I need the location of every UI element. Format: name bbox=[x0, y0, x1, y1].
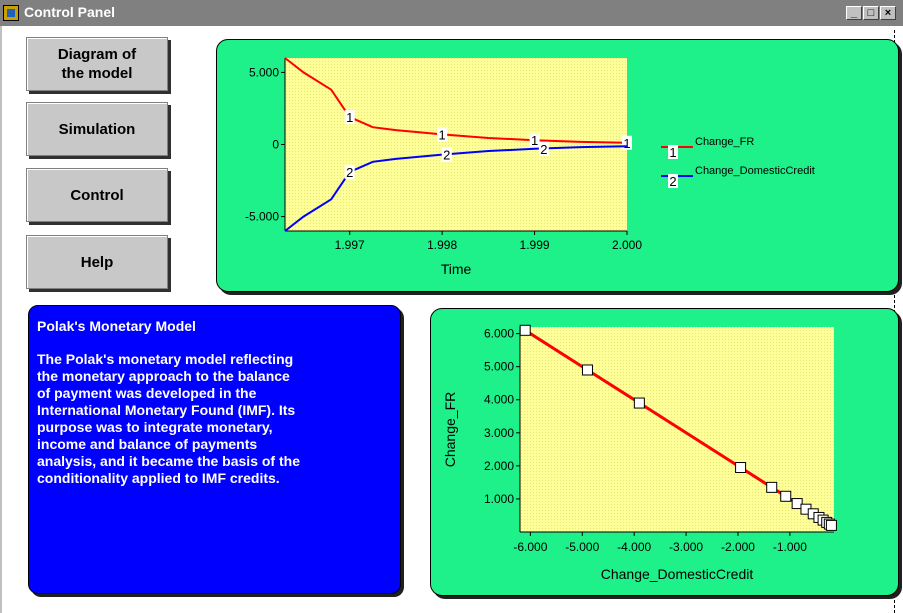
y-tick-label: 6.000 bbox=[484, 327, 514, 341]
title-bar: Control Panel _ □ × bbox=[0, 0, 903, 26]
help-button[interactable]: Help bbox=[26, 235, 168, 289]
y-tick-label: 4.000 bbox=[484, 393, 514, 407]
scatter-point bbox=[581, 364, 593, 376]
series-marker-1: 1 bbox=[346, 110, 353, 125]
legend-marker-2: 2 bbox=[669, 174, 676, 189]
series-marker-bg bbox=[529, 133, 540, 148]
scatter-point bbox=[780, 490, 792, 502]
y-axis-label: Change_FR bbox=[442, 392, 458, 468]
series-marker-2: 2 bbox=[443, 148, 450, 163]
x-axis-label: Change_DomesticCredit bbox=[601, 566, 754, 582]
series-line-1 bbox=[284, 57, 628, 144]
x-tick-label: -6.000 bbox=[513, 540, 547, 554]
control-button[interactable]: Control bbox=[26, 168, 168, 222]
window-title: Control Panel bbox=[24, 4, 116, 20]
series-marker-2: 2 bbox=[346, 165, 353, 180]
legend-marker-1: 1 bbox=[669, 145, 676, 160]
series-marker-bg bbox=[622, 135, 632, 150]
model-description-box: Polak's Monetary Model The Polak's monet… bbox=[28, 305, 401, 594]
series-marker-2: 2 bbox=[540, 142, 547, 157]
series-marker-bg bbox=[344, 164, 355, 179]
time-series-chart: 5.000 0 -5.000 1.997 1.998 1.999 2.000 Time 1 1 1 1… bbox=[245, 57, 815, 277]
x-tick-label: -5.000 bbox=[565, 540, 599, 554]
x-tick-label: -3.000 bbox=[669, 540, 703, 554]
legend-label-2: Change_DomesticCredit bbox=[695, 165, 815, 177]
x-tick-label: 1.997 bbox=[335, 238, 365, 252]
minimize-button[interactable]: _ bbox=[846, 6, 862, 20]
y-tick-label: 3.000 bbox=[484, 426, 514, 440]
series-marker-bg bbox=[441, 147, 452, 162]
close-button[interactable]: × bbox=[880, 6, 896, 20]
x-tick-label: -1.000 bbox=[773, 540, 807, 554]
y-tick-label: 5.000 bbox=[484, 360, 514, 374]
series-line-2 bbox=[284, 145, 628, 232]
scatter-point bbox=[519, 324, 531, 336]
scatter-point bbox=[633, 397, 645, 409]
plot-area bbox=[285, 58, 627, 231]
x-tick-label: -4.000 bbox=[617, 540, 651, 554]
simulation-button[interactable]: Simulation bbox=[26, 102, 168, 156]
series-marker-1: 1 bbox=[439, 127, 446, 142]
model-description-heading: Polak's Monetary Model bbox=[37, 318, 196, 334]
scatter-point bbox=[825, 519, 837, 531]
series-marker-1: 1 bbox=[531, 133, 538, 148]
model-description-text: The Polak's monetary model reflecting th… bbox=[37, 351, 300, 486]
legend-marker-bg bbox=[668, 145, 678, 159]
series-marker-bg bbox=[344, 110, 355, 125]
series-marker-bg bbox=[437, 127, 448, 142]
scatter-point bbox=[791, 498, 803, 510]
diagram-of-model-button[interactable]: Diagram of the model bbox=[26, 37, 168, 91]
y-tick-label: 5.000 bbox=[249, 65, 279, 79]
x-tick-label: 2.000 bbox=[612, 238, 642, 252]
x-tick-label: 1.998 bbox=[427, 238, 457, 252]
y-tick-label: -5.000 bbox=[245, 210, 279, 224]
scatter-point bbox=[735, 462, 747, 474]
maximize-button[interactable]: □ bbox=[863, 6, 879, 20]
legend-marker-bg bbox=[668, 174, 678, 188]
legend-label-1: Change_FR bbox=[695, 136, 754, 148]
scatter-chart: 1.000 2.000 3.000 4.000 5.000 6.000 -6.000 -5.0… bbox=[442, 324, 837, 582]
x-axis-label: Time bbox=[441, 261, 472, 277]
series-marker-bg bbox=[538, 141, 549, 156]
series-marker-1: 1 bbox=[623, 136, 630, 151]
y-tick-label: 2.000 bbox=[484, 459, 514, 473]
scatter-point bbox=[766, 481, 778, 493]
y-tick-label: 0 bbox=[272, 138, 279, 152]
app-icon bbox=[3, 5, 19, 21]
y-tick-label: 1.000 bbox=[484, 492, 514, 506]
time-series-panel: 5.000 0 -5.000 1.997 1.998 1.999 2.000 Time 1 1 1 1… bbox=[216, 39, 899, 292]
x-tick-label: 1.999 bbox=[520, 238, 550, 252]
scatter-panel: 1.000 2.000 3.000 4.000 5.000 6.000 -6.000 -5.0… bbox=[430, 308, 899, 596]
x-tick-label: -2.000 bbox=[721, 540, 755, 554]
